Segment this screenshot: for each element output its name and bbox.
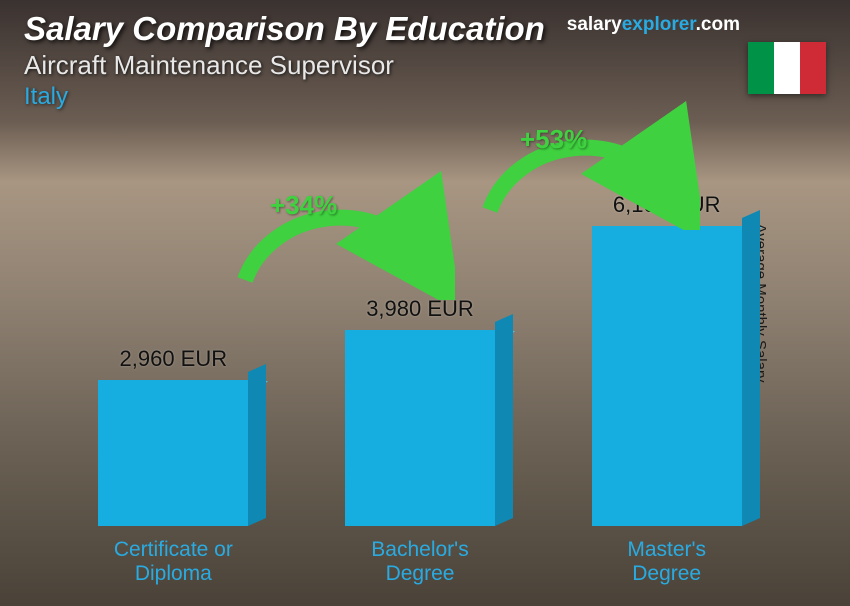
country-flag-icon (748, 42, 826, 94)
flag-stripe (748, 42, 774, 94)
brand-part1: salary (567, 14, 622, 35)
bar-slot: 2,960 EUR (50, 130, 297, 526)
bar (592, 226, 742, 526)
flag-stripe (800, 42, 826, 94)
bar-value-label: 6,100 EUR (613, 192, 721, 218)
bar-category-label: Bachelor'sDegree (297, 538, 544, 586)
brand-logo: salaryexplorer.com (567, 14, 740, 36)
bar (345, 330, 495, 526)
brand-part2: explorer (622, 14, 696, 35)
bar-chart: 2,960 EUR 3,980 EUR 6,100 EUR Certificate … (50, 130, 790, 586)
bar-slot: 6,100 EUR (543, 130, 790, 526)
bar-value-label: 2,960 EUR (120, 346, 228, 372)
bar-category-label: Certificate orDiploma (50, 538, 297, 586)
infographic-canvas: Salary Comparison By Education Aircraft … (0, 0, 850, 606)
bar-value-label: 3,980 EUR (366, 296, 474, 322)
brand-part3: .com (696, 14, 740, 35)
bar-category-label: Master'sDegree (543, 538, 790, 586)
job-subtitle: Aircraft Maintenance Supervisor (24, 50, 826, 81)
increase-percent-label: +34% (270, 190, 337, 221)
flag-stripe (774, 42, 800, 94)
bars-container: 2,960 EUR 3,980 EUR 6,100 EUR (50, 130, 790, 526)
country-label: Italy (24, 83, 826, 111)
bar (98, 380, 248, 526)
labels-container: Certificate orDiplomaBachelor'sDegreeMas… (50, 538, 790, 586)
increase-percent-label: +53% (520, 124, 587, 155)
